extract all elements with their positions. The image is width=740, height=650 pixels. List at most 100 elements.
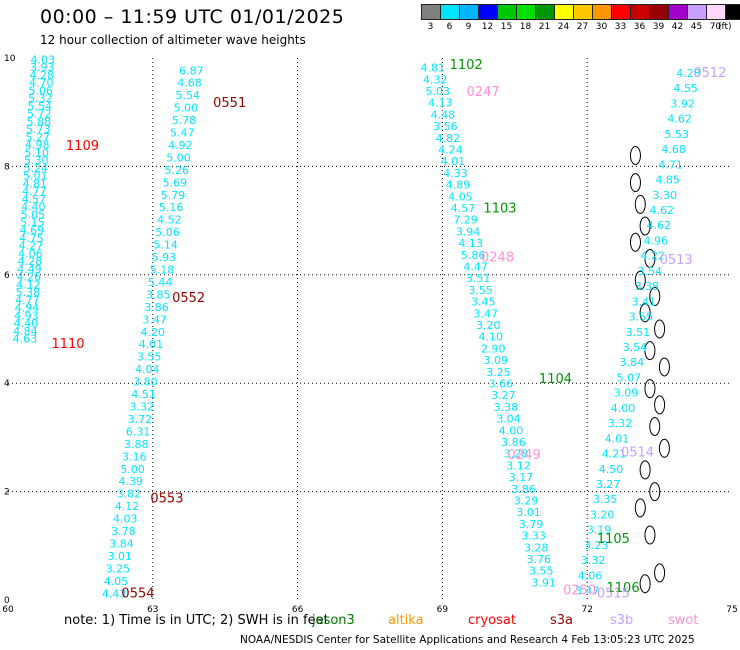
wave-height-label: 4.27 — [19, 240, 44, 253]
wave-height-label: 5.73 — [26, 123, 51, 136]
y-tick-label: 2 — [4, 488, 10, 498]
wave-height-label: 5.47 — [170, 127, 195, 140]
island-outline — [654, 319, 666, 339]
wave-height-label: 3.86 — [501, 436, 526, 449]
wave-height-label: 5.03 — [426, 85, 451, 98]
x-tick-label: 69 — [437, 605, 449, 615]
wave-height-label: 4.32 — [423, 73, 448, 86]
satellite-label: jason3 — [312, 613, 355, 628]
wave-height-label: 4.01 — [139, 338, 164, 351]
wave-height-label: 3.79 — [519, 518, 544, 531]
wave-height-label: 3.09 — [484, 354, 509, 367]
legend-swatch — [725, 4, 740, 20]
wave-height-label: 5.72 — [27, 108, 52, 121]
wave-height-label: 4.82 — [436, 132, 461, 145]
wave-height-label: 4.21 — [602, 448, 627, 461]
wave-height-label: 5.06 — [29, 84, 54, 97]
legend-label: 36 — [633, 22, 646, 32]
legend-label: 3 — [427, 22, 434, 32]
wave-height-label: 3.78 — [111, 525, 136, 538]
wave-height-label: 4.10 — [479, 331, 504, 344]
wave-height-label: 3.25 — [486, 366, 511, 379]
wave-height-label: 3.30 — [652, 189, 677, 202]
wave-height-label: 3.86 — [144, 301, 169, 314]
wave-height-label: 4.05 — [104, 575, 129, 588]
wave-height-label: 5.24 — [24, 162, 49, 175]
wave-height-label: 5.27 — [26, 131, 51, 144]
wave-height-label: 4.55 — [673, 82, 698, 95]
wave-height-label: 3.92 — [670, 97, 695, 110]
legend-label: 27 — [576, 22, 589, 32]
wave-height-label: 3.47 — [473, 307, 498, 320]
island-outline — [649, 286, 661, 306]
wave-height-label: 4.84 — [13, 325, 38, 338]
wave-height-label: 3.04 — [496, 413, 521, 426]
wave-height-label: 4.57 — [22, 193, 47, 206]
wave-height-label: 4.43 — [102, 587, 127, 600]
wave-height-label: 4.96 — [644, 234, 669, 247]
wave-height-label: 3.35 — [593, 493, 618, 506]
wave-height-label: 5.26 — [164, 164, 189, 177]
island-outline — [644, 525, 656, 545]
wave-height-label: 5.32 — [28, 92, 53, 105]
wave-height-label: 3.76 — [526, 553, 551, 566]
wave-height-label: 4.33 — [443, 167, 468, 180]
satellite-label: swot — [668, 613, 699, 628]
wave-height-label: 3.85 — [146, 288, 171, 301]
wave-height-label: 4.69 — [20, 224, 45, 237]
wave-height-label: 4.98 — [25, 139, 50, 152]
pass-label: 0248 — [481, 250, 514, 265]
wave-height-label: 3.17 — [509, 471, 534, 484]
wave-height-label: 6.31 — [126, 425, 151, 438]
legend-label: 24 — [557, 22, 570, 32]
wave-height-label: 3.84 — [620, 356, 645, 369]
wave-height-label: 5.00 — [120, 463, 145, 476]
wave-height-label: 4.04 — [135, 363, 160, 376]
footnote: note: 1) Time is in UTC; 2) SWH is in fe… — [64, 613, 329, 628]
wave-height-label: 3.93 — [30, 61, 55, 74]
pass-label: 0514 — [621, 445, 654, 460]
island-outline — [654, 563, 666, 583]
wave-height-label: 3.23 — [584, 539, 609, 552]
wave-height-label: 4.03 — [31, 53, 56, 66]
pass-label: 1103 — [483, 201, 516, 216]
x-tick-label: 72 — [581, 605, 592, 615]
wave-height-label: 3.01 — [516, 506, 541, 519]
island-outline — [639, 460, 651, 480]
wave-height-label: 4.26 — [17, 271, 42, 284]
island-outline — [634, 194, 646, 214]
wave-height-label: 5.00 — [166, 151, 191, 164]
x-tick-label: 60 — [2, 605, 14, 615]
wave-height-label: 4.93 — [14, 309, 39, 322]
wave-height-label: 4.48 — [431, 108, 456, 121]
pass-label: 1102 — [450, 58, 483, 73]
wave-height-label: 4.62 — [646, 219, 671, 232]
wave-height-label: 3.55 — [629, 311, 654, 324]
wave-height-label: 5.30 — [24, 154, 49, 167]
legend-item — [725, 4, 740, 32]
wave-height-label: 4.52 — [157, 214, 182, 227]
wave-height-label: 3.32 — [608, 417, 633, 430]
wave-height-label: 4.62 — [649, 204, 674, 217]
wave-height-label: 4.85 — [655, 174, 680, 187]
wave-height-label: 3.91 — [532, 576, 557, 589]
wave-height-label: 4.12 — [16, 278, 41, 291]
pass-label: 0512 — [693, 66, 726, 81]
wave-height-label: 5.69 — [163, 176, 188, 189]
wave-height-label: 6.87 — [179, 64, 204, 77]
legend-unit: (ft) — [718, 22, 732, 32]
island-outline — [649, 417, 661, 437]
wave-height-label: 4.24 — [438, 143, 463, 156]
island-outline — [658, 357, 670, 377]
wave-height-label: 4.81 — [420, 62, 445, 75]
satellite-label: s3a — [550, 613, 574, 628]
wave-height-label: 5.14 — [153, 239, 178, 252]
wave-height-label: 4.13 — [458, 237, 483, 250]
wave-height-label: 5.79 — [161, 189, 186, 202]
x-tick-label: 66 — [292, 605, 304, 615]
wave-height-label: 4.39 — [118, 475, 143, 488]
wave-height-label: 4.05 — [448, 190, 473, 203]
wave-height-label: 3.56 — [433, 120, 458, 133]
island-outline — [639, 574, 651, 594]
wave-height-label: 5.06 — [155, 226, 180, 239]
